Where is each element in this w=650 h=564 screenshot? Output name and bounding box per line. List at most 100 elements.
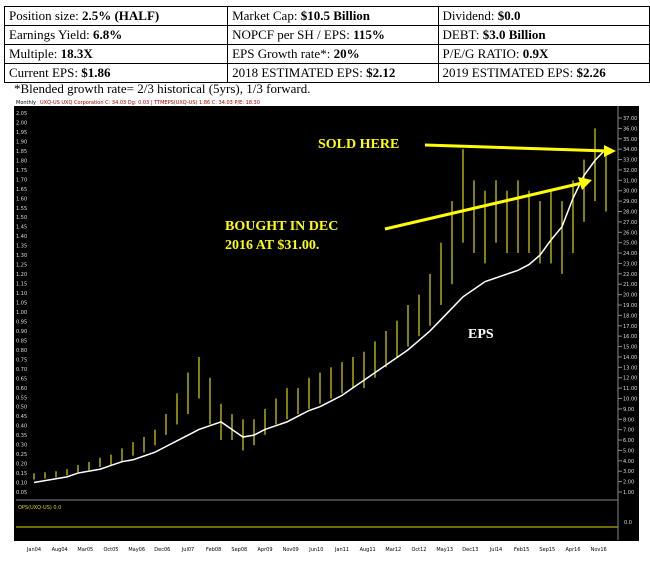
right-tick-label: 33.00 (623, 158, 637, 164)
cell-label: NOPCF per SH / EPS: (232, 27, 350, 42)
x-tick-label: Dec06 (154, 547, 170, 553)
right-tick-label: 21.00 (623, 282, 637, 288)
x-tick-label: May13 (436, 547, 453, 553)
right-tick-label: 30.00 (623, 189, 637, 195)
right-tick-label: 6.00 (623, 438, 634, 444)
left-tick-label: 1.30 (16, 253, 27, 259)
x-tick-label: Feb08 (206, 547, 221, 553)
x-tick-label: Jan11 (334, 547, 349, 553)
left-tick-label: 1.50 (16, 215, 27, 221)
cell-value: 0.9X (522, 46, 549, 61)
table-cell: Position size: 2.5% (HALF) (3, 6, 229, 26)
right-tick-label: 7.00 (623, 428, 634, 434)
x-tick-label: Oct12 (411, 547, 426, 553)
right-tick-label: 4.00 (623, 459, 634, 465)
x-tick-label: Jun10 (308, 547, 323, 553)
left-tick-label: 1.95 (16, 130, 27, 136)
footnote: *Blended growth rate= 2/3 historical (5y… (14, 81, 311, 96)
table-cell: Market Cap: $10.5 Billion (227, 6, 439, 26)
left-tick-label: 1.90 (16, 139, 27, 145)
left-tick-label: 1.85 (16, 149, 27, 155)
left-tick-label: 0.30 (16, 443, 27, 449)
left-tick-label: 1.35 (16, 244, 27, 250)
left-tick-label: 1.60 (16, 196, 27, 202)
left-tick-label: 0.80 (16, 348, 27, 354)
cell-value: 2.5% (HALF) (81, 8, 160, 23)
right-tick-label: 20.00 (623, 293, 637, 299)
left-tick-label: 0.05 (16, 490, 27, 496)
cell-label: Earnings Yield: (9, 27, 90, 42)
left-tick-label: 0.90 (16, 329, 27, 335)
left-tick-label: 0.70 (16, 367, 27, 373)
cell-value: $2.26 (576, 65, 606, 80)
table-cell: 2018 ESTIMATED EPS: $2.12 (227, 63, 439, 83)
cell-label: Market Cap: (232, 8, 298, 23)
cell-label: DEBT: (442, 27, 480, 42)
table-cell: P/E/G RATIO: 0.9X (437, 44, 650, 64)
right-tick-label: 19.00 (623, 303, 637, 309)
cell-value: 6.8% (93, 27, 123, 42)
left-tick-label: 0.50 (16, 405, 27, 411)
cell-label: 2019 ESTIMATED EPS: (442, 65, 574, 80)
right-tick-label: 34.00 (623, 147, 637, 153)
x-tick-label: Apr16 (565, 547, 580, 553)
right-tick-label: 13.00 (623, 365, 637, 371)
right-tick-label: 8.00 (623, 417, 634, 423)
right-tick-label: 35.00 (623, 137, 637, 143)
left-tick-label: 0.10 (16, 481, 27, 487)
cell-value: $0.0 (497, 8, 521, 23)
left-tick-label: 1.55 (16, 206, 27, 212)
left-tick-label: 1.20 (16, 272, 27, 278)
cell-label: 2018 ESTIMATED EPS: (232, 65, 363, 80)
right-tick-label: 10.00 (623, 397, 637, 403)
annotation-eps: EPS (468, 327, 494, 342)
right-tick-label: 12.00 (623, 376, 637, 382)
table-cell: Current EPS: $1.86 (3, 63, 229, 83)
x-axis-bg (14, 541, 639, 557)
cell-label: Multiple: (9, 46, 58, 61)
lower-label: OPS(UXQ-US) 0.0 (18, 505, 61, 511)
x-tick-label: Nov16 (591, 547, 607, 553)
right-tick-label: 16.00 (623, 334, 637, 340)
right-tick-label: 32.00 (623, 168, 637, 174)
right-tick-label: 37.00 (623, 116, 637, 122)
right-tick-label: 36.00 (623, 126, 637, 132)
cell-value: $1.86 (81, 65, 111, 80)
x-tick-label: Jan04 (26, 547, 41, 553)
left-tick-label: 0.45 (16, 414, 27, 420)
right-tick-label: 18.00 (623, 313, 637, 319)
x-tick-label: Mar05 (77, 547, 93, 553)
left-tick-label: 0.25 (16, 452, 27, 458)
metrics-table: Position size: 2.5% (HALF) Market Cap: $1… (3, 6, 650, 83)
cell-value: $2.12 (366, 65, 396, 80)
right-tick-label: 27.00 (623, 220, 637, 226)
left-tick-label: 1.75 (16, 168, 27, 174)
left-tick-label: 0.65 (16, 376, 27, 382)
annotation-sold: SOLD HERE (318, 137, 399, 152)
cell-label: EPS Growth rate*: (232, 46, 331, 61)
arrowhead-bought (578, 177, 592, 190)
right-tick-label: 9.00 (623, 407, 634, 413)
x-tick-label: May06 (128, 547, 145, 553)
left-tick-label: 0.75 (16, 357, 27, 363)
left-tick-label: 1.65 (16, 187, 27, 193)
x-tick-label: Oct05 (103, 547, 118, 553)
left-tick-label: 0.55 (16, 395, 27, 401)
table-cell: 2019 ESTIMATED EPS: $2.26 (437, 63, 650, 83)
cell-value: 20% (333, 46, 360, 61)
x-tick-label: Sep08 (231, 547, 247, 553)
header-main: UXQ-US UXQ Corporation C: 34.03 Dg: 0.03… (40, 100, 260, 106)
table-cell: Earnings Yield: 6.8% (3, 25, 229, 45)
left-tick-label: 0.15 (16, 471, 27, 477)
right-tick-label: 28.00 (623, 210, 637, 216)
left-tick-label: 1.15 (16, 282, 27, 288)
right-tick-label: 23.00 (623, 261, 637, 267)
cell-label: P/E/G RATIO: (442, 46, 520, 61)
left-tick-label: 1.00 (16, 310, 27, 316)
left-tick-label: 1.05 (16, 301, 27, 307)
x-tick-label: Sep15 (539, 547, 555, 553)
right-tick-label: 15.00 (623, 345, 637, 351)
left-tick-label: 1.40 (16, 234, 27, 240)
left-tick-label: 0.35 (16, 433, 27, 439)
